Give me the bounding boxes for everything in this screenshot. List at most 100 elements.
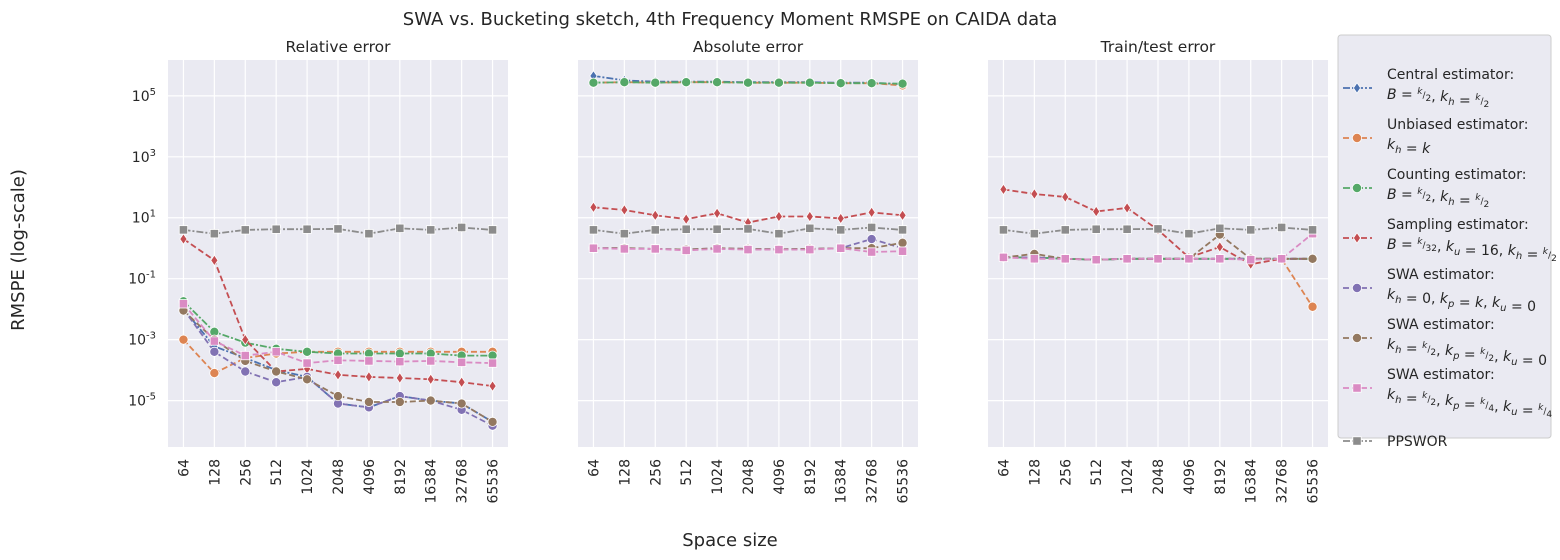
data-point — [487, 416, 498, 427]
data-point — [713, 207, 722, 220]
data-point — [805, 245, 815, 255]
x-tick-label: 8192 — [803, 459, 819, 495]
data-point — [271, 366, 282, 377]
legend-formula: B = k/2, kh = k/2 — [1387, 87, 1489, 110]
legend-formula: B = k/2, kh = k/2 — [1387, 187, 1489, 210]
data-point — [867, 247, 877, 257]
data-point — [650, 244, 660, 254]
x-tick-label: 512 — [1089, 459, 1105, 486]
x-tick-label: 65536 — [896, 459, 912, 504]
data-point — [271, 224, 281, 234]
data-point — [866, 78, 877, 89]
data-point — [681, 245, 691, 255]
legend-entry: PPSWOR — [1343, 434, 1448, 450]
x-tick-label: 32768 — [865, 459, 881, 504]
data-point — [1092, 205, 1101, 218]
data-point — [682, 213, 691, 226]
data-point — [488, 380, 497, 392]
data-point — [426, 373, 435, 386]
data-point — [209, 229, 219, 239]
data-point — [394, 396, 405, 407]
series-line — [182, 309, 493, 423]
data-point — [332, 391, 343, 402]
panel-title: Train/test error — [1100, 38, 1216, 56]
data-point — [457, 376, 466, 389]
data-point — [209, 336, 219, 346]
data-point — [456, 398, 467, 409]
data-point — [898, 209, 907, 222]
data-point — [774, 210, 783, 223]
data-point — [302, 358, 312, 368]
series-8 — [998, 222, 1318, 239]
data-point — [178, 299, 189, 309]
legend-entry: Sampling estimator: B = k/32, ku = 16, kh… — [1343, 217, 1557, 264]
data-point — [1153, 224, 1163, 234]
data-point — [426, 225, 436, 235]
y-tick-label: 105 — [132, 87, 156, 105]
chart-panels: 64 128 256 512 1024 2048 4096 8192 16384 32768 655… — [128, 38, 1328, 504]
x-tick-label: 16384 — [834, 459, 850, 504]
data-point — [240, 350, 250, 361]
data-point — [743, 77, 754, 88]
x-tick-label: 16384 — [1244, 459, 1260, 504]
x-tick-label: 512 — [679, 459, 695, 486]
data-point — [897, 78, 908, 89]
legend-label: Unbiased estimator: — [1387, 117, 1529, 133]
series-4 — [589, 201, 907, 229]
data-point — [619, 229, 629, 239]
data-point — [867, 206, 876, 219]
x-tick-label: 2048 — [1151, 459, 1167, 495]
legend-label: Counting estimator: — [1387, 167, 1526, 183]
data-point — [271, 377, 282, 388]
data-point — [1277, 222, 1287, 233]
data-point — [773, 77, 784, 88]
data-point — [1123, 202, 1132, 214]
panel-1: 64 128 256 512 1024 2048 4096 8192 16384 32768 655… — [128, 38, 508, 504]
data-point — [588, 243, 599, 253]
panel-title: Relative error — [286, 38, 392, 56]
y-tick-label: 10-5 — [128, 392, 156, 410]
x-tick-label: 4096 — [1182, 459, 1198, 495]
data-point — [805, 223, 815, 233]
data-point — [619, 244, 629, 254]
x-tick-label: 1024 — [710, 459, 726, 495]
data-point — [897, 246, 908, 256]
data-point — [457, 222, 467, 233]
legend-label: PPSWOR — [1387, 434, 1448, 450]
data-point — [394, 348, 405, 359]
data-point — [1215, 241, 1224, 253]
x-tick-label: 64 — [586, 459, 602, 477]
data-point — [1061, 191, 1070, 203]
data-point — [712, 224, 722, 234]
data-point — [240, 366, 251, 377]
data-point — [1029, 229, 1039, 239]
data-point — [743, 224, 753, 234]
x-tick-label: 256 — [238, 459, 254, 486]
data-point — [179, 233, 188, 245]
data-point — [897, 225, 908, 235]
data-point — [999, 183, 1008, 196]
data-point — [866, 234, 877, 245]
data-point — [836, 243, 846, 253]
legend-label: SWA estimator: — [1387, 267, 1495, 283]
data-point — [210, 254, 219, 267]
legend-marker — [1352, 383, 1362, 393]
panel-2: 64 128 256 512 1024 2048 4096 8192 16384 32768 655… — [578, 38, 918, 504]
legend-label: SWA estimator: — [1387, 317, 1495, 333]
data-point — [835, 78, 846, 89]
series-line — [182, 303, 493, 365]
legend-label: Central estimator: — [1387, 67, 1514, 83]
data-point — [1277, 254, 1287, 264]
data-point — [333, 224, 343, 234]
data-point — [395, 372, 404, 384]
legend-entry: Unbiased estimator: kh = k — [1343, 117, 1529, 157]
x-tick-label: 256 — [648, 459, 664, 486]
series-line — [593, 81, 903, 85]
data-point — [651, 209, 660, 222]
data-point — [1030, 188, 1039, 200]
data-point — [209, 346, 220, 357]
legend-frame — [1337, 34, 1552, 439]
y-tick-label: 103 — [132, 148, 156, 166]
data-point — [998, 225, 1009, 235]
